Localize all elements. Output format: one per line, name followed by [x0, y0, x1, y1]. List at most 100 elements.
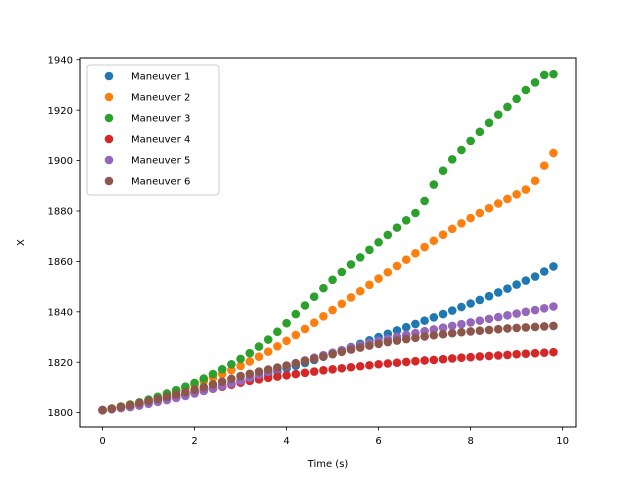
data-point [401, 357, 411, 367]
data-point [217, 364, 227, 374]
data-point [309, 292, 319, 301]
legend-label: Maneuver 1 [131, 72, 190, 83]
data-point [401, 255, 411, 264]
data-point [107, 404, 117, 414]
data-point [319, 312, 328, 321]
data-point [254, 342, 264, 351]
data-point [457, 145, 466, 155]
data-point [484, 325, 494, 335]
data-point [512, 323, 521, 333]
data-point [429, 180, 439, 189]
data-point [125, 400, 135, 410]
data-point [420, 316, 429, 325]
data-point [309, 367, 319, 376]
data-point [346, 293, 356, 302]
data-point [162, 392, 172, 402]
data-points [98, 69, 558, 415]
data-point [135, 398, 144, 408]
data-point [337, 347, 347, 357]
data-point [300, 356, 310, 366]
data-point [309, 354, 319, 363]
data-point [530, 305, 540, 315]
data-point [447, 224, 457, 234]
data-point [411, 333, 420, 343]
data-point [475, 127, 485, 137]
data-point [447, 155, 457, 164]
data-point [273, 363, 282, 372]
data-point [346, 345, 356, 354]
y-axis-label: X [16, 239, 27, 246]
data-point [493, 288, 503, 297]
data-point [365, 341, 374, 350]
data-point [503, 324, 512, 333]
data-point [512, 309, 521, 318]
data-point [346, 260, 356, 269]
data-point [521, 276, 531, 285]
y-tick-label: 1900 [48, 156, 73, 167]
legend-box [86, 64, 220, 196]
data-point [549, 302, 558, 311]
data-point [521, 185, 531, 194]
data-point [493, 110, 503, 120]
data-point [438, 166, 448, 175]
data-point [392, 223, 402, 232]
data-point [457, 353, 466, 362]
data-point [438, 323, 448, 332]
data-point [199, 374, 209, 383]
data-point [539, 303, 549, 313]
data-point [227, 374, 236, 384]
data-point [355, 253, 365, 262]
data-point [309, 318, 319, 327]
data-point [346, 362, 356, 372]
data-point [355, 343, 365, 352]
data-point [355, 286, 365, 296]
data-point [171, 390, 181, 399]
data-point [300, 324, 310, 334]
legend-label: Maneuver 2 [131, 93, 190, 104]
legend-marker [104, 71, 114, 81]
data-point [549, 148, 558, 158]
data-point [484, 118, 494, 128]
data-point [328, 275, 337, 285]
data-point [512, 190, 521, 199]
data-point [493, 199, 503, 208]
x-axis-label: Time (s) [307, 459, 349, 470]
data-point [429, 330, 439, 340]
data-point [374, 359, 383, 369]
data-point [337, 299, 347, 309]
data-point [484, 203, 494, 213]
x-tick-label: 2 [191, 436, 197, 447]
data-point [328, 364, 337, 374]
data-point [503, 311, 512, 320]
data-point [539, 348, 549, 357]
data-point [337, 267, 347, 277]
data-point [503, 284, 512, 293]
data-point [530, 348, 540, 358]
data-point [447, 354, 457, 363]
data-point [521, 85, 531, 95]
data-point [392, 326, 402, 335]
data-point [503, 194, 512, 204]
data-point [328, 349, 337, 359]
data-point [273, 342, 282, 351]
data-point [355, 361, 365, 371]
data-point [392, 261, 402, 271]
data-point [263, 347, 273, 356]
data-point [457, 219, 466, 228]
data-point [291, 330, 301, 340]
axes-frame [79, 57, 577, 428]
data-point [521, 349, 531, 358]
data-point [411, 356, 420, 366]
data-point [475, 295, 485, 305]
legend-marker [104, 155, 114, 165]
x-axis-ticks: 0 2 4 6 8 10 [99, 427, 569, 447]
legend-label: Maneuver 5 [131, 156, 190, 167]
data-point [116, 402, 126, 412]
data-point [144, 396, 153, 406]
data-point [549, 262, 558, 271]
data-point [420, 196, 429, 206]
legend-marker [104, 176, 114, 186]
data-point [199, 382, 209, 392]
data-point [383, 230, 393, 240]
